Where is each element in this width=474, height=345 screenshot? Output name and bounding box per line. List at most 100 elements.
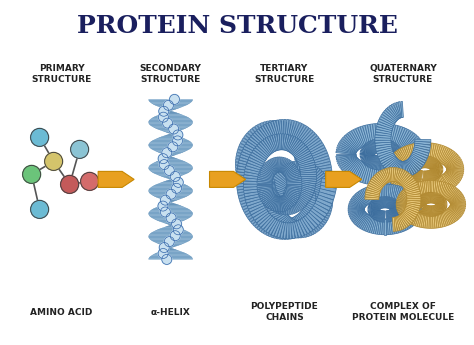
Polygon shape (282, 119, 284, 139)
Polygon shape (154, 139, 188, 140)
Circle shape (164, 100, 173, 110)
Polygon shape (310, 208, 325, 220)
Polygon shape (295, 165, 313, 169)
Polygon shape (264, 124, 275, 143)
Polygon shape (315, 203, 332, 208)
Polygon shape (297, 189, 313, 197)
Polygon shape (336, 149, 356, 155)
Polygon shape (399, 172, 409, 184)
Polygon shape (316, 198, 333, 200)
Polygon shape (300, 221, 304, 238)
Polygon shape (390, 171, 404, 183)
Polygon shape (336, 151, 356, 155)
Polygon shape (300, 167, 316, 172)
Polygon shape (444, 185, 453, 199)
Polygon shape (410, 169, 419, 178)
Polygon shape (344, 135, 359, 151)
Polygon shape (361, 154, 374, 161)
Polygon shape (315, 190, 332, 195)
Polygon shape (314, 183, 330, 191)
Polygon shape (295, 160, 313, 164)
Polygon shape (309, 216, 322, 229)
Polygon shape (280, 222, 285, 238)
Polygon shape (150, 170, 191, 171)
Polygon shape (264, 164, 276, 175)
Polygon shape (420, 195, 426, 204)
Polygon shape (240, 155, 260, 163)
Polygon shape (262, 193, 275, 202)
Polygon shape (444, 210, 452, 225)
Polygon shape (445, 172, 458, 184)
Polygon shape (395, 174, 407, 188)
Polygon shape (387, 142, 396, 155)
Polygon shape (151, 171, 190, 172)
Polygon shape (425, 179, 428, 196)
Polygon shape (312, 174, 332, 177)
Polygon shape (386, 169, 403, 175)
Polygon shape (292, 220, 298, 237)
Polygon shape (264, 194, 276, 205)
Polygon shape (389, 198, 395, 209)
Polygon shape (354, 129, 364, 147)
Polygon shape (417, 179, 421, 196)
Polygon shape (308, 217, 320, 231)
Polygon shape (351, 211, 365, 220)
Polygon shape (246, 198, 263, 206)
Polygon shape (287, 184, 301, 198)
Polygon shape (355, 193, 367, 206)
Polygon shape (436, 145, 442, 162)
Polygon shape (418, 157, 422, 168)
Polygon shape (283, 223, 287, 239)
Polygon shape (271, 220, 280, 236)
Polygon shape (369, 141, 376, 154)
Polygon shape (290, 179, 307, 191)
Polygon shape (446, 170, 463, 178)
Polygon shape (401, 131, 413, 149)
Polygon shape (161, 107, 181, 108)
Polygon shape (266, 195, 277, 208)
Polygon shape (378, 210, 382, 221)
Polygon shape (390, 209, 397, 219)
Polygon shape (383, 211, 384, 222)
Polygon shape (273, 158, 279, 172)
Polygon shape (236, 165, 254, 168)
Polygon shape (260, 192, 274, 200)
Polygon shape (337, 145, 356, 154)
Polygon shape (422, 171, 424, 183)
Polygon shape (260, 191, 274, 199)
Polygon shape (302, 209, 319, 223)
Polygon shape (366, 142, 375, 154)
Polygon shape (282, 134, 284, 150)
Polygon shape (157, 138, 184, 139)
Polygon shape (388, 154, 402, 156)
Polygon shape (437, 204, 447, 205)
Polygon shape (380, 218, 383, 235)
Polygon shape (297, 214, 311, 231)
Polygon shape (428, 193, 430, 203)
Polygon shape (360, 163, 368, 183)
Polygon shape (290, 162, 296, 179)
Polygon shape (386, 211, 389, 222)
Polygon shape (380, 124, 383, 143)
Polygon shape (369, 217, 375, 233)
Polygon shape (238, 175, 256, 184)
Polygon shape (255, 211, 269, 223)
Polygon shape (155, 196, 187, 197)
Polygon shape (431, 144, 436, 160)
Polygon shape (309, 169, 322, 183)
Polygon shape (431, 161, 440, 170)
Polygon shape (257, 187, 273, 191)
Polygon shape (429, 170, 436, 181)
Polygon shape (390, 200, 398, 209)
Polygon shape (246, 133, 261, 147)
Polygon shape (155, 174, 186, 175)
Polygon shape (384, 211, 385, 222)
Polygon shape (156, 161, 185, 162)
Polygon shape (286, 136, 293, 151)
Polygon shape (152, 140, 189, 141)
Polygon shape (267, 195, 280, 207)
Polygon shape (421, 179, 424, 196)
Polygon shape (153, 117, 189, 118)
Polygon shape (407, 199, 421, 201)
Polygon shape (160, 153, 181, 154)
